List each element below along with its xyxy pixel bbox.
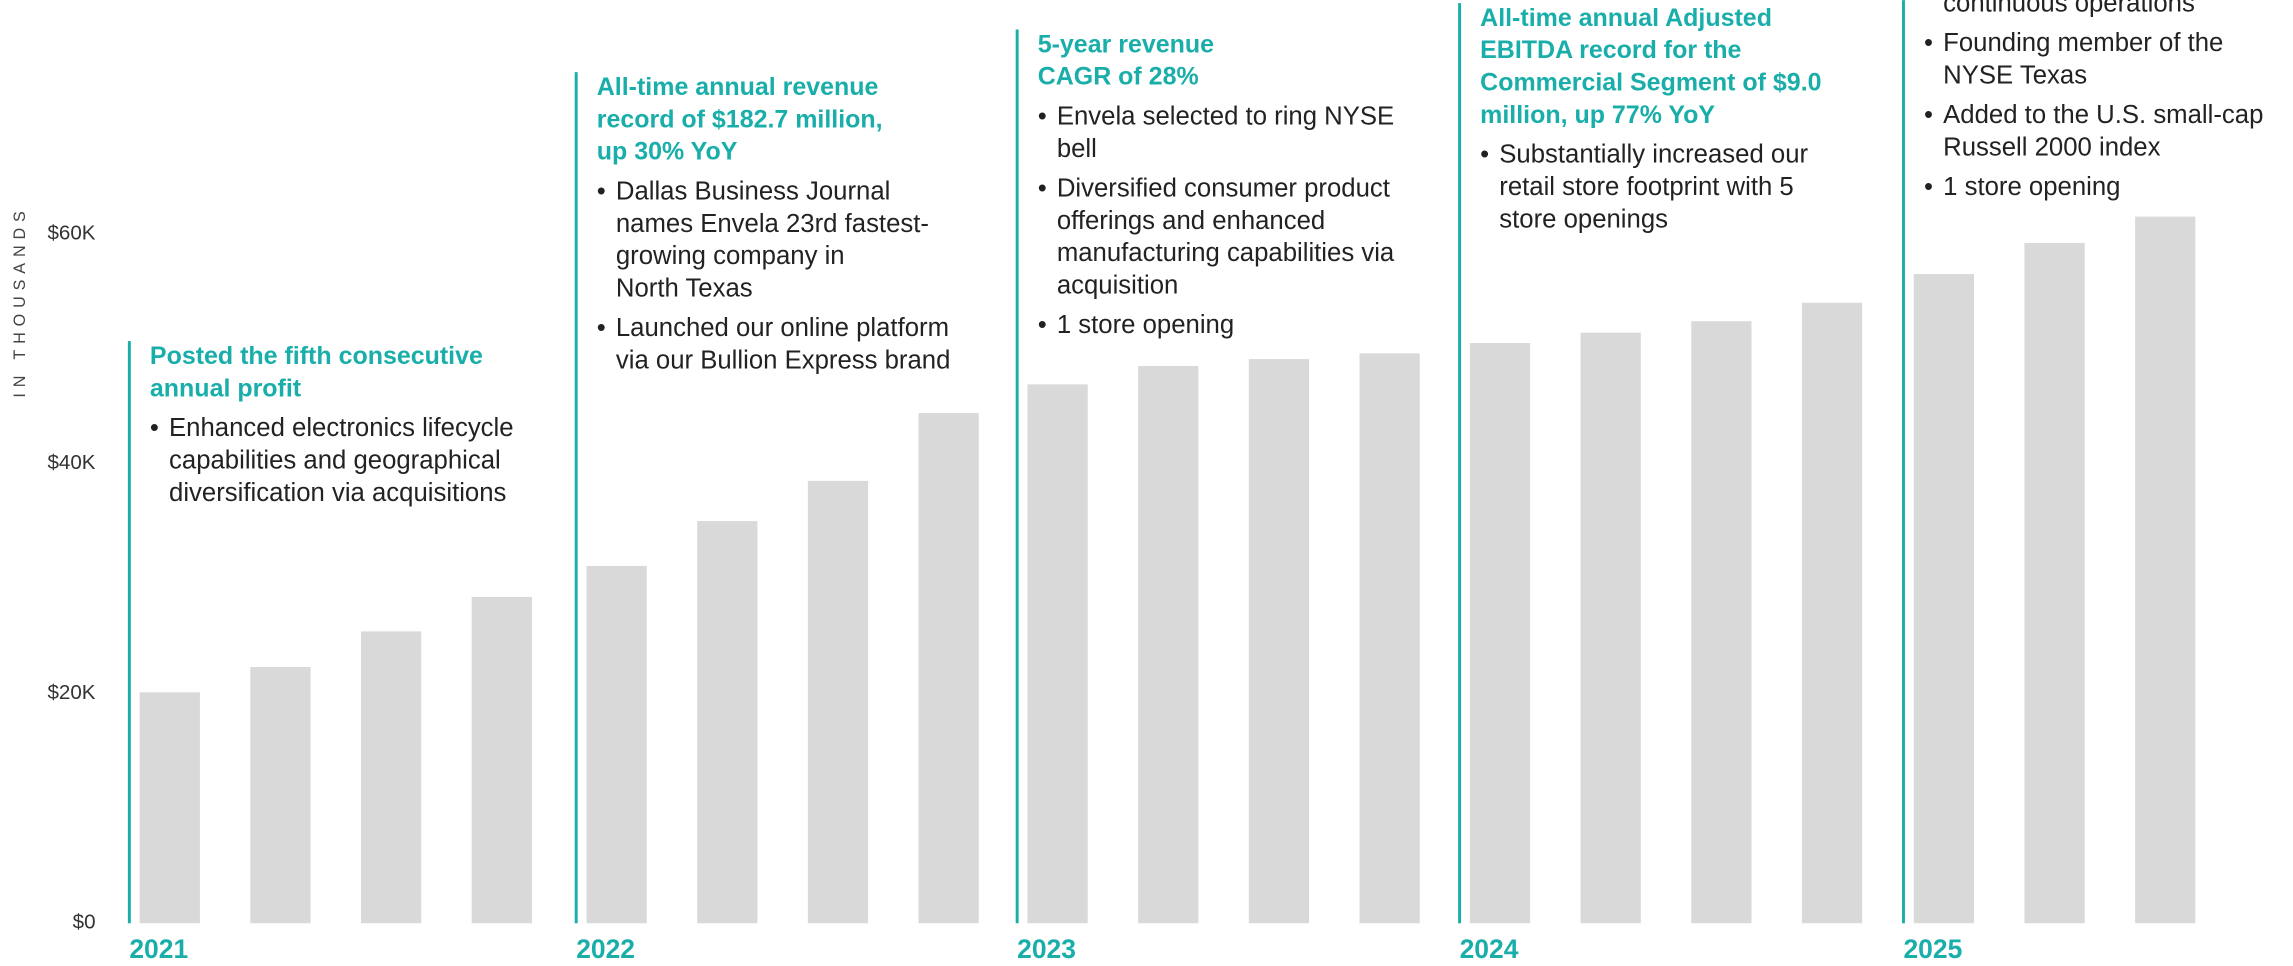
bullet-text: acquisition: [1057, 272, 1179, 300]
bullet-text: names Envela 23rd fastest-: [616, 210, 929, 238]
bullet-dot: •: [1038, 311, 1047, 339]
bullet-text: Substantially increased our: [1499, 141, 1808, 169]
bullet-dot: •: [1480, 141, 1489, 169]
annotation-heading: Posted the fifth consecutive: [150, 342, 483, 370]
bar: [697, 521, 758, 924]
bullet-dot: •: [1038, 103, 1047, 131]
bullet-dot: •: [597, 177, 606, 205]
year-label: 2023: [1017, 934, 1076, 964]
bar: [471, 596, 532, 924]
bar: [918, 413, 979, 924]
bar: [1027, 384, 1088, 924]
bullet-text: Envela selected to ring NYSE: [1057, 103, 1394, 131]
bullet-dot: •: [1924, 101, 1933, 129]
bullet-dot: •: [1924, 173, 1933, 201]
bar: [586, 565, 647, 924]
bullet-text: via our Bullion Express brand: [616, 347, 951, 375]
annotation-heading: annual profit: [150, 374, 302, 402]
bullet-text: capabilities and geographical: [169, 446, 501, 474]
bullet-dot: •: [150, 414, 159, 442]
y-tick-label: $0: [73, 911, 96, 934]
bullet-text: retail store footprint with 5: [1499, 173, 1793, 201]
bullet-text: Founding member of the: [1943, 29, 2223, 57]
bullet-text: growing company in: [616, 242, 845, 270]
bar: [2135, 216, 2196, 924]
bullet-dot: •: [597, 314, 606, 342]
year-label: 2024: [1460, 934, 1519, 964]
bar: [2024, 243, 2085, 924]
bar: [250, 667, 311, 924]
bullet-text: Russell 2000 index: [1943, 133, 2160, 161]
annotation-heading: All-time annual revenue: [597, 73, 879, 101]
year-label: 2022: [576, 934, 635, 964]
bullet-text: North Texas: [616, 275, 753, 303]
bullet-text: Added to the U.S. small-cap: [1943, 101, 2263, 129]
bullet-text: 1 store opening: [1057, 311, 1234, 339]
bullet-text: manufacturing capabilities via: [1057, 239, 1395, 267]
bar: [1580, 332, 1641, 924]
bar: [1138, 365, 1199, 924]
year-label: 2021: [129, 934, 188, 964]
bullet-dot: •: [1038, 175, 1047, 203]
y-axis-label: IN THOUSANDS: [11, 205, 29, 397]
bar: [1469, 343, 1531, 924]
bullet-text: Diversified consumer product: [1057, 175, 1390, 203]
bar: [1359, 353, 1420, 924]
y-tick-label: $40K: [48, 451, 96, 474]
annotation-heading: EBITDA record for the: [1480, 36, 1741, 64]
annotation-heading: All-time annual Adjusted: [1480, 4, 1772, 32]
bullet-text: diversification via acquisitions: [169, 479, 506, 507]
y-tick-label: $60K: [48, 221, 96, 244]
bullet-text: Enhanced electronics lifecycle: [169, 414, 514, 442]
bullet-text: 1 store opening: [1943, 173, 2120, 201]
bar: [1691, 321, 1752, 924]
bar: [361, 631, 422, 924]
bullet-text: store openings: [1499, 205, 1668, 233]
annotation-heading: record of $182.7 million,: [597, 105, 883, 133]
bullet-text: bell: [1057, 135, 1097, 163]
y-tick-label: $20K: [48, 681, 96, 704]
bullet-text: offerings and enhanced: [1057, 207, 1325, 235]
bar: [1248, 359, 1310, 924]
year-label: 2025: [1903, 934, 1962, 964]
annotation-heading: million, up 77% YoY: [1480, 101, 1715, 129]
bullet-text: Dallas Business Journal: [616, 177, 890, 205]
bullet-text: NYSE Texas: [1943, 61, 2087, 89]
annotation-heading: CAGR of 28%: [1038, 63, 1199, 91]
bar: [1913, 274, 1975, 924]
bar: [807, 480, 869, 924]
bar: [1801, 302, 1863, 924]
bullet-text: Launched our online platform: [616, 314, 949, 342]
annotation-heading: up 30% YoY: [597, 138, 738, 166]
annotation-heading: Commercial Segment of $9.0: [1480, 69, 1821, 97]
bullet-text: continuous operations: [1943, 0, 2195, 17]
annotation-heading: 5-year revenue: [1038, 30, 1214, 58]
bullet-dot: •: [1924, 29, 1933, 57]
bar: [139, 692, 200, 924]
